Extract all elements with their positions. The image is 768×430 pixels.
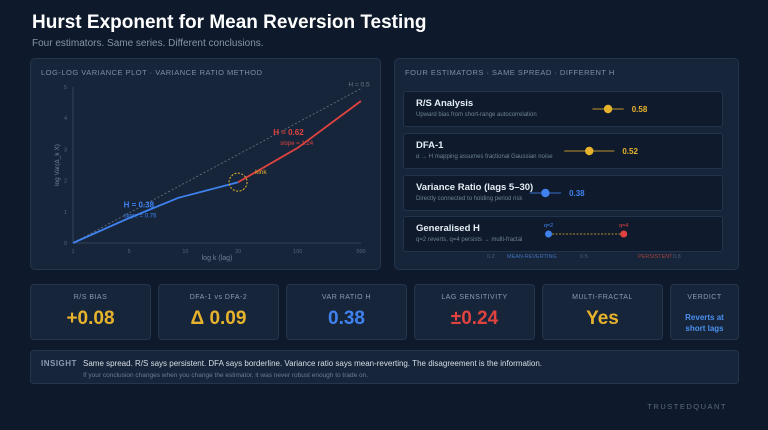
q4-label: q=4 bbox=[619, 223, 628, 229]
verdict-value: Reverts at short lags bbox=[671, 312, 738, 334]
estimator-row-rs: R/S Analysis Upward bias from short-rang… bbox=[403, 91, 723, 127]
kpi-label: LAG SENSITIVITY bbox=[441, 294, 508, 301]
kpi-value: 0.38 bbox=[328, 308, 365, 329]
series-sublabel: slope = 1.24 bbox=[280, 141, 314, 147]
estimator-value: 0.58 bbox=[632, 105, 648, 114]
estimator-name: R/S Analysis bbox=[416, 98, 474, 109]
q2-label: q=2 bbox=[544, 223, 553, 229]
estimator-row-variance-ratio: Variance Ratio (lags 5–30) Directly conn… bbox=[403, 175, 723, 211]
kpi-value: +0.08 bbox=[66, 308, 115, 329]
estimator-name: DFA-1 bbox=[416, 140, 444, 151]
kink-marker bbox=[228, 172, 248, 192]
series-label: H = 0.62 bbox=[273, 128, 304, 137]
kpi-label: VAR RATIO H bbox=[321, 294, 372, 301]
insight-subtext: If your conclusion changes when you chan… bbox=[83, 372, 369, 379]
estimator-row-generalised: Generalised H q=2 reverts, q=4 persists … bbox=[403, 216, 723, 252]
estimator-note: q=2 reverts, q=4 persists → multi-fracta… bbox=[416, 237, 523, 243]
verdict-line-2: short lags bbox=[685, 324, 724, 333]
estimator-note: Directly connected to holding period ris… bbox=[416, 196, 523, 202]
kpi-dfa-diff: DFA-1 vs DFA-2 Δ 0.09 bbox=[158, 284, 279, 340]
kpi-value: ±0.24 bbox=[450, 308, 499, 329]
estimator-plot-rs: 0.58 bbox=[592, 104, 648, 114]
y-tick-label: 3 bbox=[64, 147, 67, 153]
x-tick-label: 5 bbox=[128, 249, 131, 255]
series-line bbox=[237, 100, 362, 183]
kpi-verdict: VERDICT Reverts at short lags bbox=[670, 284, 739, 340]
page-title: Hurst Exponent for Mean Reversion Testin… bbox=[32, 12, 427, 33]
variance-plot-panel: LOG-LOG VARIANCE PLOT · VARIANCE RATIO M… bbox=[30, 58, 381, 270]
series-sublabel: slope = 0.76 bbox=[124, 213, 158, 219]
kpi-multi-fractal: MULTI-FRACTAL Yes bbox=[542, 284, 663, 340]
reference-label: H = 0.5 bbox=[348, 82, 370, 89]
y-axis-label: log Var(Δ_k X) bbox=[54, 144, 61, 186]
estimators-title: FOUR ESTIMATORS · SAME SPREAD · DIFFEREN… bbox=[405, 68, 615, 77]
kpi-var-ratio: VAR RATIO H 0.38 bbox=[286, 284, 407, 340]
estimator-plot-dfa: 0.52 bbox=[564, 146, 638, 156]
variance-plot-title: LOG-LOG VARIANCE PLOT · VARIANCE RATIO M… bbox=[41, 68, 263, 77]
kpi-lag-sensitivity: LAG SENSITIVITY ±0.24 bbox=[414, 284, 535, 340]
insight-label: INSIGHT bbox=[41, 359, 77, 368]
estimator-name: Generalised H bbox=[416, 223, 480, 234]
page-subtitle: Four estimators. Same series. Different … bbox=[32, 38, 264, 49]
estimator-point bbox=[603, 104, 613, 114]
insight-text: Same spread. R/S says persistent. DFA sa… bbox=[83, 359, 543, 368]
y-tick-label: 5 bbox=[64, 85, 67, 91]
estimator-point bbox=[541, 188, 550, 198]
kpi-label: MULTI-FRACTAL bbox=[572, 294, 633, 301]
kpi-label: R/S BIAS bbox=[73, 294, 108, 301]
series-line bbox=[72, 181, 239, 244]
estimator-plot-variance-ratio: 0.38 bbox=[529, 188, 585, 198]
y-tick-label: 4 bbox=[64, 116, 67, 122]
y-tick-label: 2 bbox=[64, 179, 67, 185]
q4-point bbox=[620, 230, 628, 238]
x-axis-label: log k (lag) bbox=[202, 255, 233, 262]
series-label: H = 0.38 bbox=[124, 200, 155, 209]
x-tick-label: 1 bbox=[71, 249, 74, 255]
axis-left-text: MEAN-REVERTING bbox=[507, 254, 557, 260]
x-tick-label: 10 bbox=[182, 249, 188, 255]
kpi-label: DFA-1 vs DFA-2 bbox=[189, 294, 248, 301]
estimator-row-dfa: DFA-1 α → H mapping assumes fractional G… bbox=[403, 133, 723, 169]
brand-wordmark: TRUSTEDQUANT bbox=[647, 402, 727, 411]
axis-right-value: 0.8 bbox=[673, 254, 681, 260]
kpi-value: Yes bbox=[586, 308, 619, 329]
insight-bar: INSIGHT Same spread. R/S says persistent… bbox=[30, 350, 739, 384]
reference-line bbox=[72, 88, 362, 244]
estimator-value: 0.52 bbox=[622, 147, 638, 156]
x-tick-label: 20 bbox=[235, 249, 241, 255]
x-tick-label: 100 bbox=[293, 249, 302, 255]
kpi-label: VERDICT bbox=[687, 294, 722, 301]
y-tick-label: 0 bbox=[64, 241, 67, 247]
kpi-rs-bias: R/S BIAS +0.08 bbox=[30, 284, 151, 340]
kink-label: kink bbox=[255, 169, 267, 176]
axis-right-text: PERSISTENT bbox=[638, 254, 673, 260]
estimator-note: α → H mapping assumes fractional Gaussia… bbox=[416, 154, 553, 160]
axis-mid-value: 0.5 bbox=[580, 254, 588, 260]
y-tick-label: 1 bbox=[64, 210, 67, 216]
q2-point bbox=[545, 230, 553, 238]
estimators-panel: FOUR ESTIMATORS · SAME SPREAD · DIFFEREN… bbox=[394, 58, 739, 270]
estimator-note: Upward bias from short-range autocorrela… bbox=[416, 112, 537, 118]
estimator-plot-generalised: q=2 q=4 bbox=[544, 223, 628, 238]
x-tick-label: 500 bbox=[356, 249, 365, 255]
estimator-name: Variance Ratio (lags 5–30) bbox=[416, 182, 534, 193]
verdict-line-1: Reverts at bbox=[685, 313, 724, 322]
estimator-value: 0.38 bbox=[569, 189, 585, 198]
axis-left-value: 0.2 bbox=[487, 254, 495, 260]
estimator-point bbox=[585, 146, 594, 156]
kpi-value: Δ 0.09 bbox=[190, 308, 247, 329]
